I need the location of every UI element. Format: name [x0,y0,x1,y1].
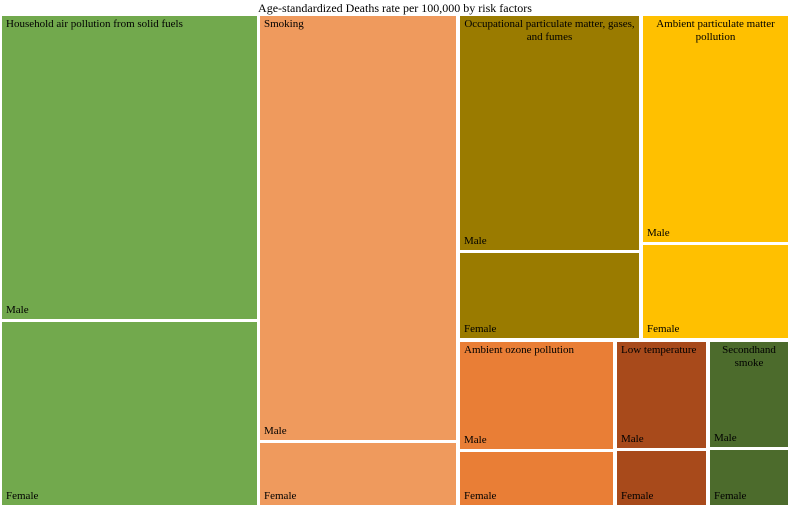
sex-label-female: Female [6,490,39,502]
sex-label-male: Male [714,432,737,444]
treemap-cell-household-air-pollution-from-solid-fuels-male[interactable]: Household air pollution from solid fuels… [2,16,257,319]
sex-label-female: Female [464,490,497,502]
group-label-occupational-particulate-matter-gases-and-fumes: Occupational particulate matter, gases, … [464,18,635,43]
sex-label-male: Male [621,433,644,445]
group-label-smoking: Smoking [264,18,304,30]
chart-title: Age-standardized Deaths rate per 100,000… [258,1,532,15]
treemap-cell-ambient-particulate-matter-pollution-male[interactable]: Ambient particulate matter pollution Male [643,16,788,242]
treemap-cell-occupational-particulate-matter-gases-and-fumes-male[interactable]: Occupational particulate matter, gases, … [460,16,639,250]
sex-label-female: Female [714,490,747,502]
treemap-cell-ambient-ozone-pollution-male[interactable]: Ambient ozone pollution Male [460,342,613,449]
sex-label-female: Female [647,323,680,335]
treemap-cell-ambient-ozone-pollution-female[interactable]: Female [460,452,613,505]
sex-label-male: Male [264,425,287,437]
treemap-cell-secondhand-smoke-male[interactable]: Secondhand smoke Male [710,342,788,447]
group-label-household-air-pollution-from-solid-fuels: Household air pollution from solid fuels [6,18,183,30]
treemap-cell-low-temperature-male[interactable]: Low temperature Male [617,342,706,448]
group-label-ambient-ozone-pollution: Ambient ozone pollution [464,344,574,356]
treemap-cell-occupational-particulate-matter-gases-and-fumes-female[interactable]: Female [460,253,639,338]
treemap-cell-smoking-male[interactable]: Smoking Male [260,16,456,440]
treemap-cell-low-temperature-female[interactable]: Female [617,451,706,505]
sex-label-male: Male [464,434,487,446]
group-label-low-temperature: Low temperature [621,344,697,356]
group-label-secondhand-smoke: Secondhand smoke [722,344,776,369]
sex-label-female: Female [264,490,297,502]
sex-label-male: Male [647,227,670,239]
sex-label-female: Female [464,323,497,335]
sex-label-male: Male [464,235,487,247]
treemap-cell-smoking-female[interactable]: Female [260,443,456,505]
treemap-cell-secondhand-smoke-female[interactable]: Female [710,450,788,505]
treemap-cell-household-air-pollution-from-solid-fuels-female[interactable]: Female [2,322,257,505]
treemap-cell-ambient-particulate-matter-pollution-female[interactable]: Female [643,245,788,338]
sex-label-male: Male [6,304,29,316]
sex-label-female: Female [621,490,654,502]
group-label-ambient-particulate-matter-pollution: Ambient particulate matter pollution [656,18,775,43]
